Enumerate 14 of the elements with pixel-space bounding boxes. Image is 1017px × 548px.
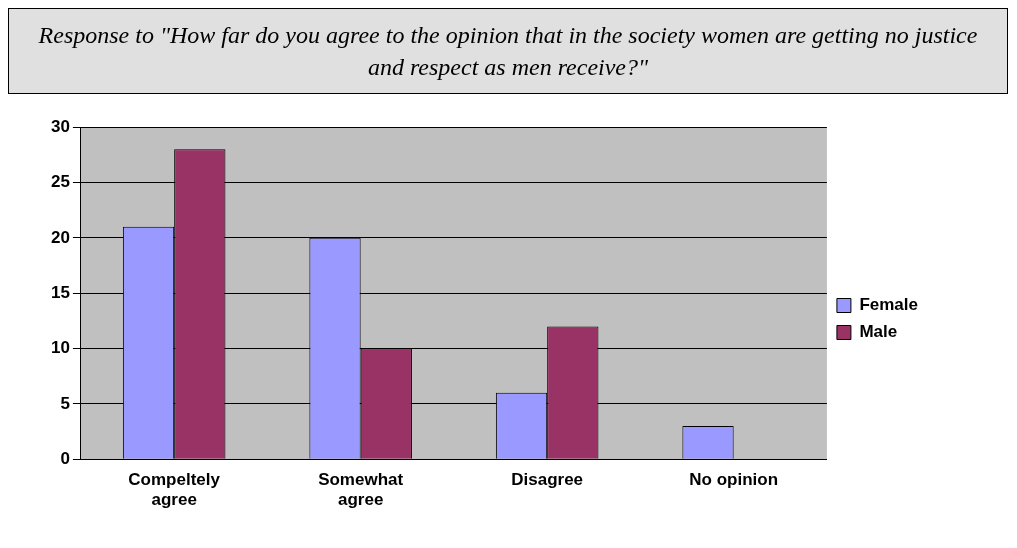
y-tick-label: 25 [50, 172, 70, 192]
y-tick-label: 15 [50, 282, 70, 302]
legend-label: Male [859, 322, 898, 342]
x-tick-label: Disagree [511, 470, 584, 490]
x-tick-label: No opinion [689, 470, 779, 490]
legend-label: Female [859, 295, 919, 315]
y-tick-label: 10 [50, 338, 70, 358]
y-tick-label: 20 [50, 227, 70, 247]
chart-title: Response to "How far do you agree to the opinion that in the society women are getting no justice and respect as men receive?" [8, 8, 1008, 94]
y-tick-label: 0 [60, 448, 70, 468]
y-tick-label: 5 [60, 393, 70, 413]
x-tick-label: Somewhat agree [318, 470, 404, 510]
x-tick-label: Compeltely agree [128, 470, 221, 510]
y-tick-label: 30 [50, 116, 70, 136]
